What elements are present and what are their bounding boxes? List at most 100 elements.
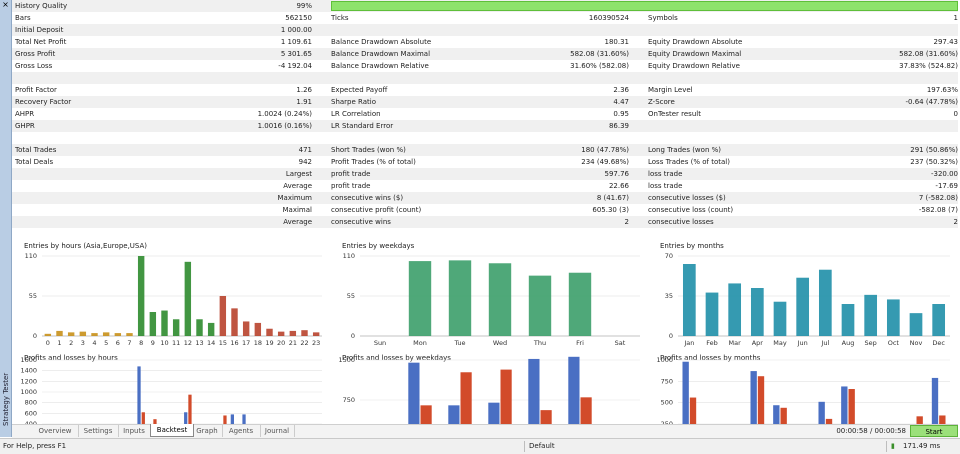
- metric-label: Expected Payoff: [331, 86, 388, 94]
- profit-bar: [230, 414, 234, 430]
- metric-label: Bars: [15, 14, 31, 22]
- stats-row: Maximal consecutive profit (count) 605.30 …: [12, 204, 958, 216]
- metric-value: 8 (41.67): [596, 194, 629, 202]
- bar: [277, 331, 285, 336]
- x-tick-label: 9: [151, 339, 155, 347]
- y-tick-label: 55: [347, 292, 355, 300]
- bar: [528, 275, 552, 336]
- bar: [301, 330, 308, 336]
- y-tick-label: 0: [351, 332, 355, 340]
- metric-label: consecutive losses ($): [648, 194, 726, 202]
- x-tick-label: Feb: [706, 339, 718, 347]
- history-quality-bar: [331, 1, 958, 11]
- metric-label: LR Correlation: [331, 110, 381, 118]
- stats-row: Gross Profit 5 301.65 Balance Drawdown Max…: [12, 48, 958, 60]
- metric-value: Maximal: [282, 206, 312, 214]
- tab-overview[interactable]: Overview: [32, 425, 79, 437]
- metric-label: Z-Score: [648, 98, 675, 106]
- metric-label: consecutive wins ($): [331, 194, 404, 202]
- tab-graph[interactable]: Graph: [192, 425, 223, 437]
- metric-label: consecutive losses: [648, 218, 714, 226]
- metric-value: 2: [953, 218, 958, 226]
- bar: [682, 264, 696, 336]
- bar: [149, 312, 157, 336]
- metric-label: Equity Drawdown Relative: [648, 62, 740, 70]
- loss-bar: [916, 416, 923, 430]
- loss-bar: [460, 372, 472, 430]
- charts-area: Entries by hours (Asia,Europe,USA) 110 55 0…: [12, 240, 958, 430]
- tab-journal[interactable]: Journal: [260, 425, 295, 437]
- metric-value: Maximum: [277, 194, 313, 202]
- metric-value: 4.47: [613, 98, 629, 106]
- y-tick-label: 1400: [20, 367, 37, 375]
- metric-value: 297.43: [933, 38, 959, 46]
- chart-1: Entries by weekdays 110 55 0 Sun Mon Tue Wed Thu…: [330, 240, 648, 350]
- stats-row: Recovery Factor 1.91 Sharpe Ratio 4.47 Z-Sco…: [12, 96, 958, 108]
- x-tick-label: 22: [300, 339, 308, 347]
- metric-value: 582.08 (31.60%): [570, 50, 629, 58]
- metric-value: 86.39: [608, 122, 629, 130]
- bar: [448, 260, 472, 336]
- metric-label: AHPR: [15, 110, 35, 118]
- metric-label: Long Trades (won %): [648, 146, 721, 154]
- bar: [126, 333, 133, 336]
- y-tick-label: 1000: [20, 388, 37, 396]
- metric-value: 180.31: [604, 38, 630, 46]
- x-tick-label: Tue: [453, 339, 465, 347]
- bar: [932, 304, 946, 336]
- close-icon[interactable]: ×: [2, 0, 9, 9]
- y-tick-label: 750: [661, 377, 673, 385]
- metric-value: -17.69: [935, 182, 958, 190]
- x-tick-label: Wed: [493, 339, 507, 347]
- loss-bar: [939, 415, 946, 430]
- loss-bar: [848, 389, 855, 430]
- metric-value: 160390524: [588, 14, 629, 22]
- chart-title: Profits and losses by months: [660, 354, 761, 362]
- bar: [196, 319, 203, 336]
- x-tick-label: 17: [242, 339, 250, 347]
- loss-bar: [223, 415, 227, 430]
- tab-settings[interactable]: Settings: [78, 425, 119, 437]
- x-tick-label: Sun: [374, 339, 386, 347]
- help-text: For Help, press F1: [3, 442, 67, 450]
- side-panel: × Strategy Tester: [0, 0, 12, 437]
- metric-value: 1.91: [296, 98, 312, 106]
- metric-label: Equity Drawdown Absolute: [648, 38, 743, 46]
- bar: [44, 333, 52, 336]
- chart-title: Entries by months: [660, 242, 724, 250]
- stats-row: Total Net Profit 1 109.61 Balance Drawdown…: [12, 36, 958, 48]
- loss-bar: [500, 369, 512, 430]
- metric-value: 2.36: [613, 86, 629, 94]
- metric-label: Equity Drawdown Maximal: [648, 50, 742, 58]
- bar: [886, 299, 900, 336]
- metric-value: 471: [298, 146, 312, 154]
- start-button[interactable]: Start: [910, 425, 958, 437]
- bar: [137, 256, 145, 336]
- tab-inputs[interactable]: Inputs: [118, 425, 151, 437]
- bar: [864, 294, 878, 336]
- profit-bar: [528, 358, 540, 430]
- bar: [728, 283, 742, 336]
- tab-backtest[interactable]: Backtest: [150, 424, 194, 437]
- metric-value: 31.60% (582.08): [570, 62, 629, 70]
- x-tick-label: 11: [172, 339, 180, 347]
- x-tick-label: Dec: [932, 339, 945, 347]
- metric-value: -4 192.04: [278, 62, 312, 70]
- metric-value: -320.00: [930, 170, 958, 178]
- y-tick-label: 500: [661, 399, 673, 407]
- x-tick-label: 14: [207, 339, 215, 347]
- x-tick-label: Aug: [842, 339, 855, 347]
- tab-agents[interactable]: Agents: [222, 425, 261, 437]
- bar: [568, 272, 592, 336]
- metric-value: 7 (-582.08): [918, 194, 958, 202]
- stats-row: Total Deals 942 Profit Trades (% of total)…: [12, 156, 958, 168]
- y-tick-label: 110: [343, 252, 355, 260]
- x-tick-label: 8: [139, 339, 143, 347]
- x-tick-label: Jun: [797, 339, 808, 347]
- chart-3: Profits and losses by hours 1600 1400 1200 1…: [12, 352, 330, 430]
- bar: [184, 261, 192, 336]
- metric-label: Balance Drawdown Maximal: [331, 50, 431, 58]
- metric-label: Short Trades (won %): [331, 146, 406, 154]
- bar: [488, 263, 512, 336]
